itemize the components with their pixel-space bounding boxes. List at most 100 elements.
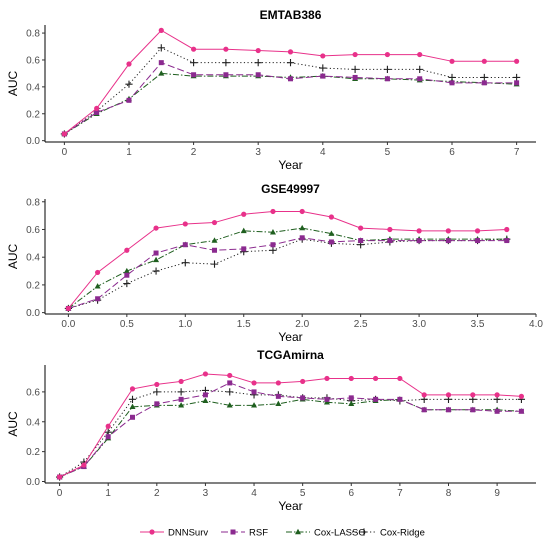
data-point (319, 64, 327, 72)
series-rsf (57, 380, 524, 480)
x-tick-label: 7 (514, 147, 520, 158)
data-point (124, 272, 130, 278)
data-point (125, 80, 133, 88)
data-point (153, 250, 159, 256)
data-point (504, 238, 510, 244)
y-axis-label: AUC (6, 244, 20, 270)
data-point (287, 49, 294, 55)
panel-title: TCGAmirna (257, 348, 324, 362)
data-point (348, 400, 355, 407)
y-tick-label: 0.6 (26, 387, 40, 398)
data-point (227, 372, 233, 379)
data-point (227, 380, 233, 386)
data-point (383, 65, 392, 73)
x-tick-label: 3.5 (471, 319, 485, 330)
data-point (416, 65, 424, 73)
data-point (449, 58, 455, 64)
data-point (202, 397, 209, 404)
data-point (449, 80, 455, 86)
legend-label: DNNSurv (168, 528, 208, 539)
data-point (470, 392, 476, 398)
data-point (269, 246, 277, 254)
data-point (226, 402, 233, 408)
data-point (270, 208, 276, 215)
data-point (372, 375, 379, 382)
y-tick-label: 0.8 (26, 29, 40, 40)
x-tick-label: 6 (348, 488, 354, 499)
x-tick-label: 2.5 (354, 319, 368, 330)
x-axis-label: Year (278, 499, 302, 513)
x-tick-label: 1.0 (178, 319, 192, 330)
data-point (81, 462, 87, 468)
data-point (275, 400, 282, 407)
data-point (417, 51, 423, 58)
data-point (254, 59, 262, 67)
data-point (494, 408, 500, 414)
data-point (182, 221, 188, 227)
panel-2: GSE49997 0.0 0.2 0.4 0.6 0.8 0.0 0.5 1.0 1.5 2.0 2.… (6, 182, 543, 344)
data-point (177, 388, 185, 396)
x-tick-label: 0.5 (120, 319, 134, 330)
x-tick-label: 0 (57, 488, 63, 499)
data-point (328, 239, 334, 245)
data-point (222, 59, 230, 67)
legend-label: Cox-LASSO (314, 528, 366, 539)
data-point (300, 395, 306, 401)
data-point (358, 238, 364, 244)
data-point (105, 434, 111, 440)
data-point (211, 237, 218, 243)
data-point (299, 208, 305, 215)
data-point (94, 109, 100, 115)
data-point (288, 76, 293, 82)
series-line (68, 237, 507, 309)
x-tick-label: 0.0 (61, 319, 75, 330)
x-tick-label: 1 (126, 147, 132, 158)
data-point (387, 238, 393, 244)
data-point (158, 60, 164, 66)
x-axis-label: Year (278, 158, 302, 172)
data-point (189, 59, 198, 67)
panel-title: EMTAB386 (260, 8, 322, 22)
data-point (348, 375, 354, 382)
data-point (255, 47, 261, 54)
series-dnnsurv (65, 208, 510, 312)
data-point (152, 267, 160, 275)
data-point (153, 225, 159, 231)
data-point (129, 403, 136, 410)
y-tick-label: 0.6 (26, 225, 40, 236)
panel-3: TCGAmirna 0.0 0.2 0.4 0.6 0 1 2 3 4 5 6 7 8 9 Year AUC (6, 348, 536, 513)
x-tick-label: 3.0 (412, 319, 426, 330)
series-dnnsurv (56, 371, 525, 480)
data-point (190, 46, 197, 52)
x-tick-label: 2.0 (295, 319, 309, 330)
data-point (154, 401, 160, 407)
data-point (251, 402, 258, 408)
legend: DNNSurv RSF Cox-LASSO Cox-Ridge (140, 528, 425, 539)
y-tick-label: 0.0 (26, 136, 40, 147)
data-point (212, 247, 218, 253)
x-tick-label: 0 (62, 147, 68, 158)
data-point (470, 407, 476, 413)
x-axis-label: Year (278, 330, 302, 344)
data-point (241, 211, 247, 217)
data-point (130, 414, 136, 420)
data-point (328, 214, 335, 220)
panel-1: EMTAB386 0.0 0.2 0.4 0.6 0.8 0 1 2 3 4 5 6 7 Year AUC (6, 8, 536, 172)
data-point (299, 224, 306, 231)
x-tick-label: 4.0 (529, 319, 543, 330)
legend-marker (360, 528, 368, 536)
data-point (445, 392, 452, 398)
x-tick-label: 6 (449, 147, 455, 158)
series-rsf (61, 60, 520, 137)
x-tick-label: 4 (251, 488, 257, 499)
x-tick-label: 5 (300, 488, 306, 499)
data-point (275, 380, 281, 386)
data-point (421, 407, 427, 413)
data-point (251, 380, 257, 386)
data-point (123, 267, 130, 274)
y-axis-label: AUC (6, 71, 20, 97)
data-point (320, 73, 326, 79)
y-tick-label: 0.2 (26, 280, 40, 291)
data-point (397, 396, 403, 402)
